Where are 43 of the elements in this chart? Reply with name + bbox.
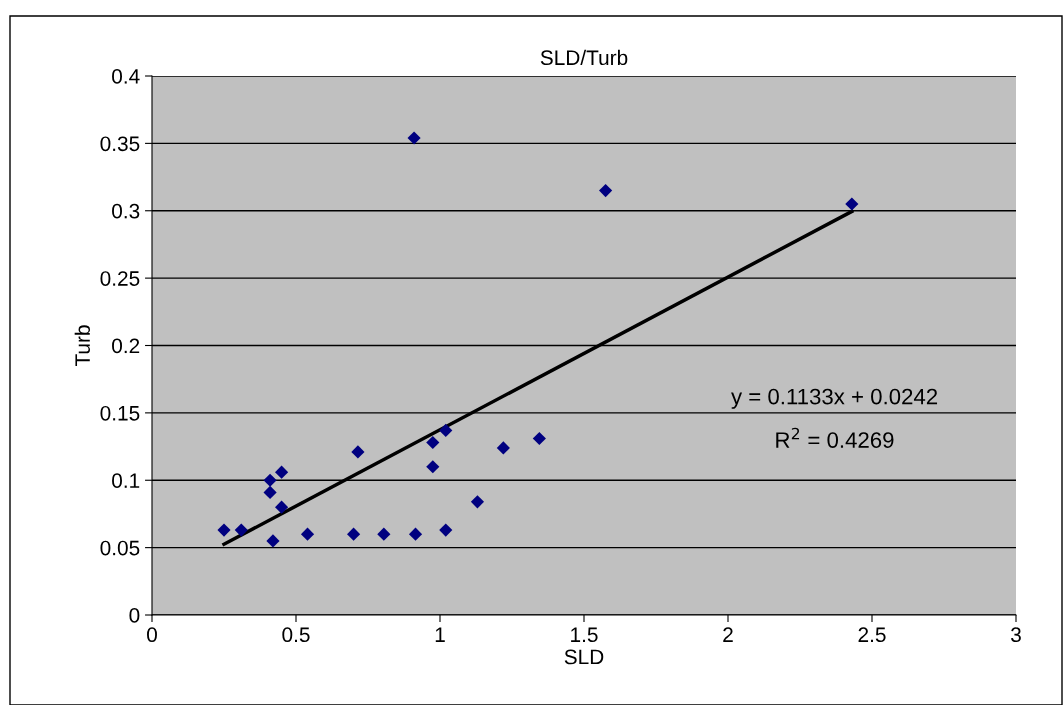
x-tick-label: 0 bbox=[147, 627, 157, 643]
y-tick-label: 0.4 bbox=[112, 69, 140, 84]
y-tick-label: 0.35 bbox=[100, 136, 140, 152]
chart-title: SLD/Turb bbox=[540, 49, 628, 66]
point bbox=[408, 527, 423, 541]
point bbox=[234, 523, 248, 537]
point bbox=[407, 131, 421, 145]
point bbox=[217, 523, 231, 537]
x-tick-label: 3 bbox=[1011, 627, 1021, 643]
x-tick-label: 0.5 bbox=[282, 627, 310, 643]
point bbox=[426, 460, 440, 474]
point bbox=[439, 523, 453, 537]
point bbox=[426, 435, 440, 450]
point bbox=[263, 473, 277, 487]
y-axis-title: Turb bbox=[74, 325, 90, 367]
y-tick-label: 0.1 bbox=[112, 473, 140, 488]
y-tick-label: 0.25 bbox=[100, 271, 140, 286]
x-tick-label: 1 bbox=[435, 627, 445, 642]
point bbox=[377, 527, 391, 541]
point bbox=[496, 441, 510, 455]
x-tick-label: 2.5 bbox=[858, 627, 886, 643]
point bbox=[263, 485, 277, 499]
point bbox=[275, 465, 289, 479]
point bbox=[532, 431, 546, 446]
y-tick-label: 0 bbox=[129, 608, 140, 623]
point bbox=[266, 534, 280, 548]
y-tick-label: 0.15 bbox=[100, 405, 140, 421]
point bbox=[300, 527, 315, 541]
point bbox=[351, 445, 365, 459]
y-tick-label: 0.05 bbox=[100, 540, 140, 556]
point bbox=[439, 423, 453, 437]
y-tick-label: 0.3 bbox=[112, 203, 140, 219]
point bbox=[845, 197, 859, 211]
point bbox=[347, 527, 361, 541]
point bbox=[275, 500, 289, 514]
annotation: y = 0.1133x + 0.0242 bbox=[731, 388, 938, 409]
y-tick-label: 0.2 bbox=[112, 338, 140, 354]
x-axis-title: SLD bbox=[564, 649, 604, 665]
x-tick-label: 1.5 bbox=[571, 627, 598, 643]
x-tick-label: 2 bbox=[723, 627, 733, 642]
annotation: R$^{2}$ = 0.4269 bbox=[776, 427, 894, 448]
point bbox=[470, 495, 485, 509]
point bbox=[599, 183, 613, 198]
